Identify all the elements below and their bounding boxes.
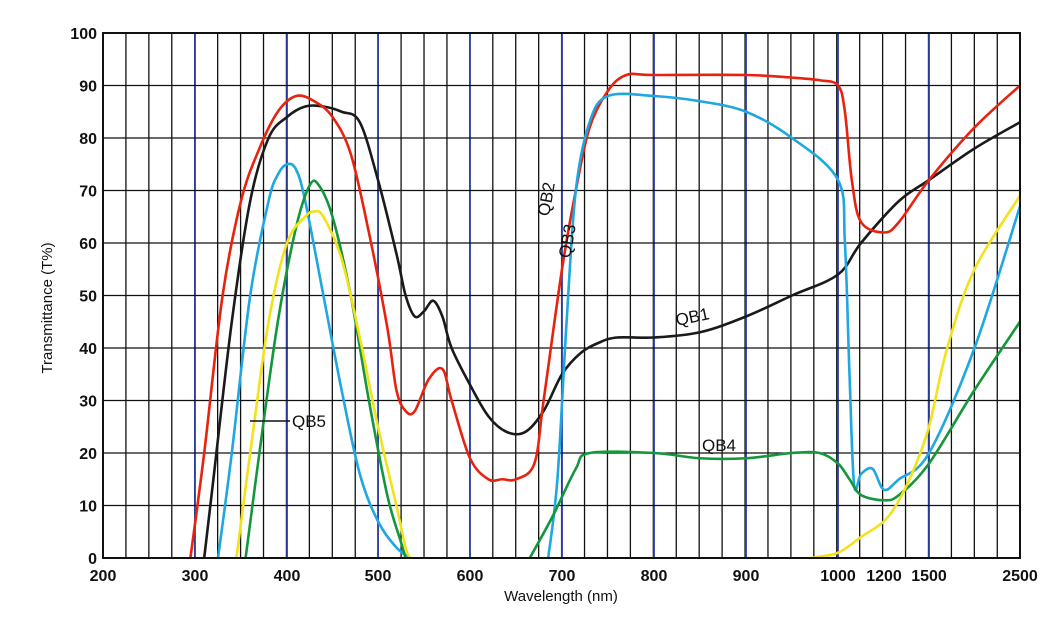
annotation-qb1: QB1 <box>674 304 711 330</box>
y-tick-labels: 0 10 20 30 40 50 60 70 80 90 100 <box>70 26 97 568</box>
x-tick-label: 400 <box>274 568 301 585</box>
y-tick-label: 80 <box>79 131 97 148</box>
plot-frame <box>102 32 1021 559</box>
grid <box>102 32 1020 559</box>
x-tick-label: 1500 <box>911 568 947 585</box>
x-tick-label: 900 <box>733 568 760 585</box>
x-tick-label: 600 <box>457 568 484 585</box>
series-line-qb4 <box>528 321 1022 559</box>
y-axis-label: Transmittance (T%) <box>39 242 56 373</box>
x-tick-label: 800 <box>641 568 668 585</box>
x-tick-labels: 200 300 400 500 600 700 800 900 1000 1200 1500 2500 <box>90 568 1038 585</box>
y-tick-label: 70 <box>79 184 97 201</box>
x-tick-label: 500 <box>365 568 392 585</box>
series-line-qb2 <box>189 72 1021 559</box>
x-tick-label: 1200 <box>866 568 902 585</box>
y-tick-label: 50 <box>79 289 97 306</box>
series-lines <box>189 72 1022 560</box>
series-line-qb1 <box>202 104 1021 559</box>
series-line-qb5 <box>235 209 412 559</box>
y-tick-label: 90 <box>79 79 97 96</box>
series-line-qb4 <box>244 179 407 559</box>
y-tick-label: 20 <box>79 446 97 463</box>
series-line-qb5 <box>810 195 1022 560</box>
annotation-qb2: QB2 <box>534 181 559 218</box>
x-tick-label: 200 <box>90 568 117 585</box>
series-line-qb3 <box>216 162 411 560</box>
x-tick-label: 700 <box>549 568 576 585</box>
x-tick-label: 2500 <box>1002 568 1038 585</box>
y-tick-label: 0 <box>88 551 97 568</box>
x-axis-label: Wavelength (nm) <box>504 588 618 605</box>
y-tick-label: 60 <box>79 236 97 253</box>
y-tick-label: 10 <box>79 499 97 516</box>
annotation-qb3: QB3 <box>555 223 580 260</box>
x-tick-label: 300 <box>182 568 209 585</box>
x-tick-label: 1000 <box>820 568 856 585</box>
annotation-qb4: QB4 <box>702 436 736 455</box>
series-line-qb3 <box>546 92 1022 559</box>
y-tick-label: 30 <box>79 394 97 411</box>
y-tick-label: 40 <box>79 341 97 358</box>
annotation-qb5: QB5 <box>292 412 326 431</box>
y-tick-label: 100 <box>70 26 97 43</box>
